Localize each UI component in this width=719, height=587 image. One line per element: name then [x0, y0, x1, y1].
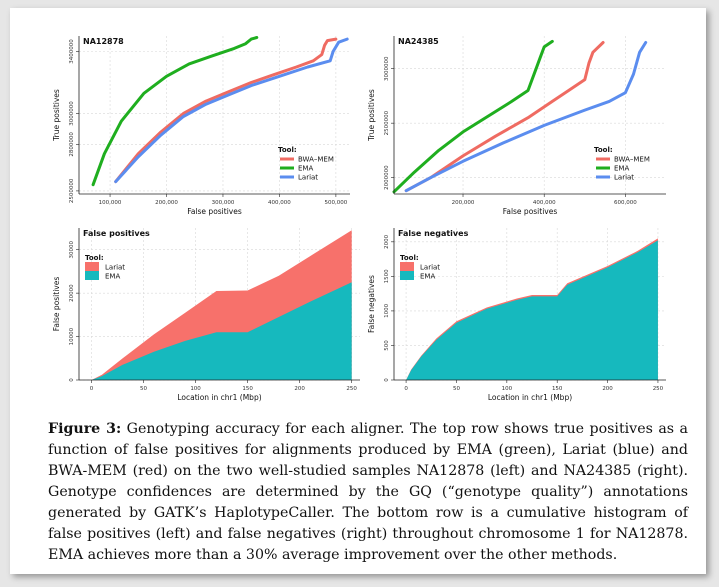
x-axis-label: Location in chr1 (Mbp) — [177, 393, 261, 402]
y-tick-label: 2500000 — [384, 110, 390, 135]
legend-label: Lariat — [420, 264, 440, 272]
y-tick-label: 2800000 — [69, 132, 75, 157]
legend-title: Tool: — [400, 254, 419, 262]
legend-label: EMA — [614, 165, 629, 173]
x-tick-label: 200,000 — [452, 200, 475, 206]
chart-false-positives: 0 50 100 150 200 250 0 10000 20000 30000 Location … — [52, 228, 360, 402]
x-tick-label: 0 — [90, 386, 94, 392]
x-tick-label: 100 — [502, 386, 513, 392]
figure-3: 100,000 200,000 300,000 400,000 500,00025000… — [52, 36, 666, 402]
x-axis-label: False positives — [503, 207, 558, 216]
series-line-lariat — [114, 37, 349, 184]
legend-title: Tool: — [278, 146, 297, 154]
legend-swatch — [85, 271, 99, 280]
x-tick-label: 400,000 — [268, 200, 291, 206]
chart-na12878: 100,000 200,000 300,000 400,000 500,000 25000… — [52, 36, 350, 216]
caption-text: Genotyping accuracy for each aligner. Th… — [48, 421, 688, 563]
x-tick-label: 100 — [190, 386, 201, 392]
figure-caption: Figure 3: Genotyping accuracy for each a… — [48, 419, 688, 566]
x-tick-label: 150 — [552, 386, 563, 392]
x-tick-label: 200,000 — [155, 200, 178, 206]
x-tick-label: 600,000 — [614, 200, 637, 206]
x-tick-label: 300,000 — [212, 200, 235, 206]
legend-swatch — [85, 262, 99, 271]
x-tick-label: 50 — [140, 386, 147, 392]
x-tick-label: 250 — [653, 386, 664, 392]
legend-label: EMA — [420, 273, 435, 281]
x-tick-label: 0 — [404, 386, 408, 392]
chart-na24385: 200,000 400,000 600,000 2000000 2500000 30000… — [367, 36, 666, 216]
legend-label: BWA–MEM — [614, 156, 650, 164]
y-axis-label: False positives — [52, 277, 61, 332]
series-line-ema — [392, 39, 554, 194]
x-tick-label: 500,000 — [325, 200, 348, 206]
y-axis-label: True positives — [52, 89, 61, 142]
panel-title: NA12878 — [83, 37, 124, 46]
legend-label: EMA — [105, 273, 120, 281]
series-line-lariat — [404, 41, 648, 193]
y-axis-label: False negatives — [367, 275, 376, 333]
y-tick-label: 2500000 — [69, 178, 75, 203]
legend-swatch — [400, 271, 414, 280]
y-tick-label: 3000000 — [69, 101, 75, 126]
legend-title: Tool: — [594, 146, 613, 154]
legend-title: Tool: — [85, 254, 104, 262]
x-tick-label: 100,000 — [99, 200, 122, 206]
series-line-bwamem — [114, 37, 338, 184]
y-tick-label: 1500 — [384, 269, 390, 283]
series-line-ema — [91, 36, 259, 187]
series-area-ema — [91, 282, 352, 380]
legend-label: Lariat — [105, 264, 125, 272]
y-tick-label: 3000000 — [384, 56, 390, 81]
y-axis-label: True positives — [367, 89, 376, 142]
x-axis-label: False positives — [187, 207, 242, 216]
x-tick-label: 200 — [294, 386, 305, 392]
y-tick-label: 1000 — [384, 303, 390, 317]
x-tick-label: 150 — [242, 386, 253, 392]
legend-swatch — [400, 262, 414, 271]
y-tick-label: 10000 — [69, 327, 75, 345]
legend-label: Lariat — [614, 174, 634, 182]
y-tick-label: 500 — [384, 340, 390, 351]
x-tick-label: 400,000 — [533, 200, 556, 206]
legend-label: Lariat — [298, 174, 318, 182]
y-tick-label: 0 — [69, 378, 75, 382]
paper-page: 100,000 200,000 300,000 400,000 500,000 25000… — [10, 8, 706, 574]
x-tick-label: 50 — [453, 386, 460, 392]
y-tick-label: 2000 — [384, 234, 390, 248]
panel-title: False positives — [83, 229, 150, 238]
y-tick-label: 3400000 — [69, 39, 75, 64]
x-tick-label: 250 — [346, 386, 357, 392]
series-line-bwamem — [404, 41, 605, 193]
y-tick-label: 20000 — [69, 284, 75, 302]
panel-title: False negatives — [398, 229, 469, 238]
x-tick-label: 200 — [602, 386, 613, 392]
legend-label: EMA — [298, 165, 313, 173]
y-tick-label: 30000 — [69, 240, 75, 258]
y-tick-label: 0 — [384, 378, 390, 382]
y-tick-label: 2000000 — [384, 165, 390, 190]
legend-label: BWA–MEM — [298, 156, 334, 164]
caption-label: Figure 3: — [48, 421, 122, 437]
chart-false-negatives: 0 50 100 150 200 250 0 500 1000 1500 2000 Location … — [367, 228, 666, 402]
panel-title: NA24385 — [398, 37, 439, 46]
series-area-ema — [406, 240, 658, 380]
x-axis-label: Location in chr1 (Mbp) — [488, 393, 572, 402]
